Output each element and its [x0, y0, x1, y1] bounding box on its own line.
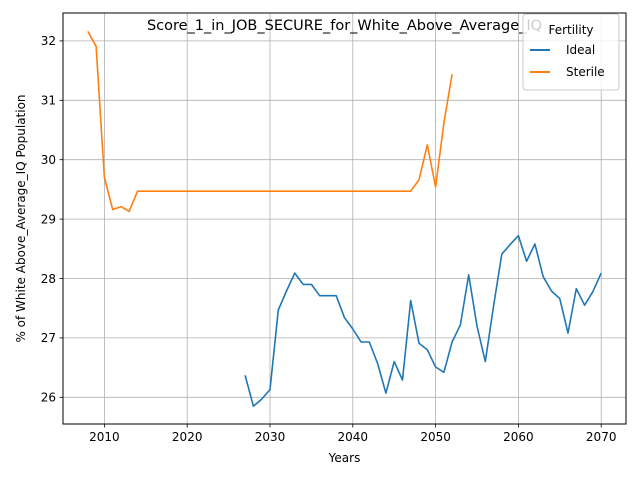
grid — [63, 13, 626, 424]
y-tick-label: 29 — [41, 212, 56, 226]
legend-title: Fertility — [548, 23, 593, 37]
x-tick-label: 2040 — [338, 430, 369, 444]
legend-label-ideal: Ideal — [566, 43, 595, 57]
x-tick-label: 2030 — [255, 430, 286, 444]
y-tick-label: 31 — [41, 94, 56, 108]
legend: Fertility Ideal Sterile — [522, 13, 620, 91]
y-tick-label: 26 — [41, 391, 56, 405]
legend-label-sterile: Sterile — [566, 65, 605, 79]
y-tick-label: 30 — [41, 153, 56, 167]
y-tick-label: 28 — [41, 272, 56, 286]
x-axis-label: Years — [328, 451, 361, 465]
x-tick-label: 2020 — [172, 430, 203, 444]
x-tick-label: 2010 — [89, 430, 120, 444]
y-tick-label: 32 — [41, 34, 56, 48]
series-lines — [87, 31, 602, 408]
y-axis-label: % of White Above_Average_IQ Population — [14, 94, 28, 342]
y-tick-label: 27 — [41, 331, 56, 345]
series-line-sterile — [87, 31, 453, 213]
axis-ticks: 2010 2020 2030 2040 2050 2060 2070 26 27 28 29 30 31… — [41, 34, 617, 444]
series-line-ideal — [244, 234, 602, 408]
chart-title: Score_1_in_JOB_SECURE_for_White_Above_Av… — [147, 18, 542, 34]
x-tick-label: 2050 — [420, 430, 451, 444]
x-tick-label: 2060 — [503, 430, 534, 444]
plot-area-frame — [62, 12, 627, 425]
x-tick-label: 2070 — [586, 430, 617, 444]
